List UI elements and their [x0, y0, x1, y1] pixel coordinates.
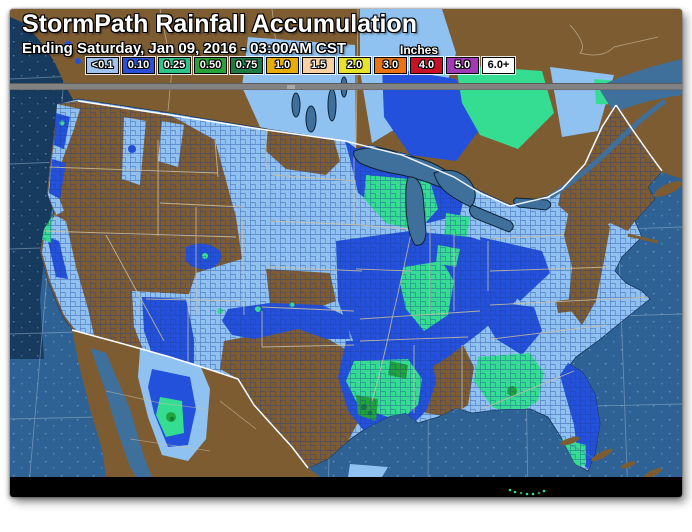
map-viewport: StormPath Rainfall Accumulation Ending S… — [10, 9, 682, 497]
international-borders — [71, 100, 663, 469]
us-mexico-border — [71, 329, 309, 469]
divider-handle — [287, 85, 295, 89]
map-title: StormPath Rainfall Accumulation — [22, 10, 417, 38]
legend-item-5: 1.0 — [266, 57, 299, 74]
legend-item-9: 4.0 — [410, 57, 443, 74]
baja-peninsula — [76, 339, 136, 477]
legend-item-1: 0.10 — [122, 57, 155, 74]
legend-item-7: 2.0 — [338, 57, 371, 74]
units-label: Inches — [400, 43, 439, 57]
legend-item-11: 6.0+ — [482, 57, 515, 74]
legend-item-8: 3.0 — [374, 57, 407, 74]
gulf-of-california — [88, 347, 152, 477]
state-borders — [42, 129, 651, 413]
legend-item-3: 0.50 — [194, 57, 227, 74]
lake-ontario — [513, 197, 552, 211]
divider-bar — [10, 83, 682, 90]
lake-michigan — [405, 176, 427, 246]
legend-item-10: 5.0 — [446, 57, 479, 74]
legend-item-4: 0.75 — [230, 57, 263, 74]
map-subtitle: Ending Saturday, Jan 09, 2016 - 03:00AM … — [22, 40, 346, 57]
us-rainfall-regions — [40, 99, 662, 471]
mexico-landmass — [72, 330, 388, 477]
us-canada-border — [77, 100, 346, 142]
bottom-bar — [10, 477, 682, 497]
long-island — [627, 233, 659, 244]
legend: <0.1 0.10 0.25 0.50 0.75 1.0 1.5 2.0 3.0 4.0 5.0 6.… — [86, 57, 518, 74]
florida-keys — [508, 488, 546, 496]
legend-item-2: 0.25 — [158, 57, 191, 74]
st-lawrence-river — [548, 98, 667, 200]
us-landmass — [39, 98, 663, 472]
lake-erie — [468, 204, 514, 233]
legend-item-6: 1.5 — [302, 57, 335, 74]
great-lakes — [291, 76, 667, 246]
legend-item-0: <0.1 — [86, 57, 119, 74]
